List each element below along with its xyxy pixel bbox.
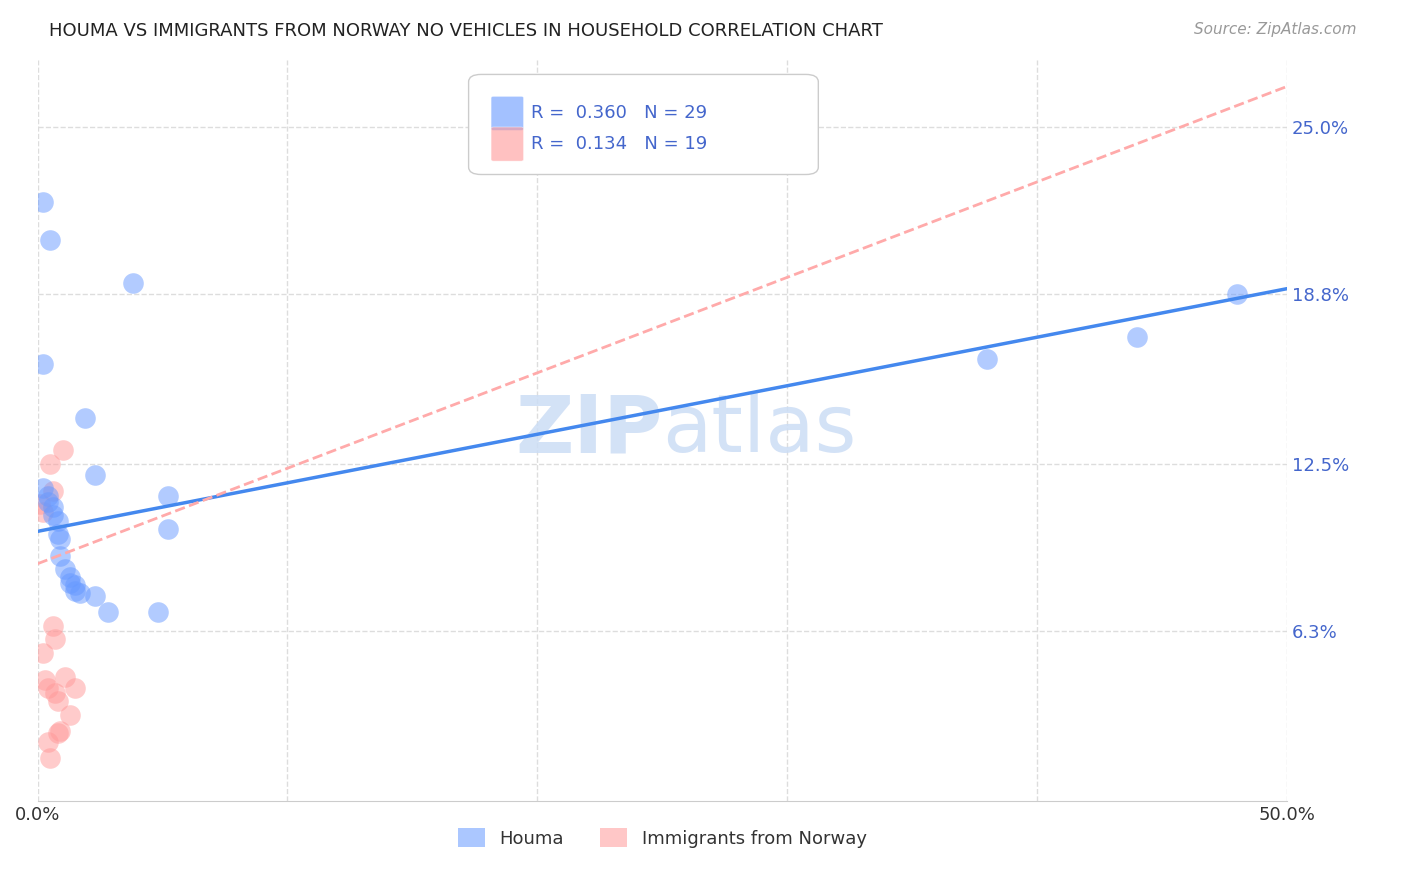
Point (41, 618, 63, 632)
Point (41, 483, 63, 498)
Text: Source: ZipAtlas.com: Source: ZipAtlas.com (1194, 22, 1357, 37)
Point (156, 489, 179, 503)
Point (59, 575, 82, 590)
Point (30, 497, 52, 511)
Point (37, 494, 59, 508)
Point (44, 632, 66, 647)
Point (84, 467, 107, 482)
Point (63, 583, 86, 598)
Legend: Houma, Immigrants from Norway: Houma, Immigrants from Norway (451, 821, 873, 855)
Text: HOUMA VS IMMIGRANTS FROM NORWAY NO VEHICLES IN HOUSEHOLD CORRELATION CHART: HOUMA VS IMMIGRANTS FROM NORWAY NO VEHIC… (49, 22, 883, 40)
Point (34, 673, 56, 687)
Point (53, 670, 76, 684)
Point (59, 570, 82, 584)
Point (156, 522, 179, 536)
Point (49, 533, 72, 547)
Text: ZIP: ZIP (515, 392, 662, 469)
Point (46, 527, 69, 541)
Point (63, 681, 86, 695)
Point (53, 562, 76, 576)
Point (146, 605, 169, 619)
FancyBboxPatch shape (491, 127, 523, 161)
Point (976, 351, 998, 366)
Point (31, 506, 53, 520)
Text: R =  0.134   N = 19: R = 0.134 N = 19 (531, 135, 707, 153)
Point (44, 686, 66, 700)
Point (41, 508, 63, 523)
Point (49, 549, 72, 563)
Point (84, 589, 107, 603)
Point (49, 723, 72, 738)
Point (37, 489, 59, 503)
Point (1226, 287, 1249, 301)
Text: R =  0.360   N = 29: R = 0.360 N = 29 (531, 104, 707, 122)
Point (31, 195, 53, 210)
Point (63, 578, 86, 592)
Point (46, 726, 69, 740)
FancyBboxPatch shape (491, 96, 523, 130)
Point (75, 411, 97, 425)
Point (37, 681, 59, 695)
Point (37, 734, 59, 748)
Point (69, 586, 91, 600)
FancyBboxPatch shape (468, 74, 818, 175)
Point (59, 707, 82, 722)
Point (31, 357, 53, 371)
Point (97, 605, 120, 619)
Point (46, 694, 69, 708)
Point (121, 277, 143, 291)
Text: atlas: atlas (662, 392, 856, 469)
Point (31, 481, 53, 495)
Point (46, 514, 69, 528)
Point (39, 457, 62, 471)
Point (1126, 330, 1149, 344)
Point (41, 500, 63, 514)
Point (39, 751, 62, 765)
Point (39, 233, 62, 247)
Point (31, 646, 53, 660)
Point (52, 443, 75, 458)
